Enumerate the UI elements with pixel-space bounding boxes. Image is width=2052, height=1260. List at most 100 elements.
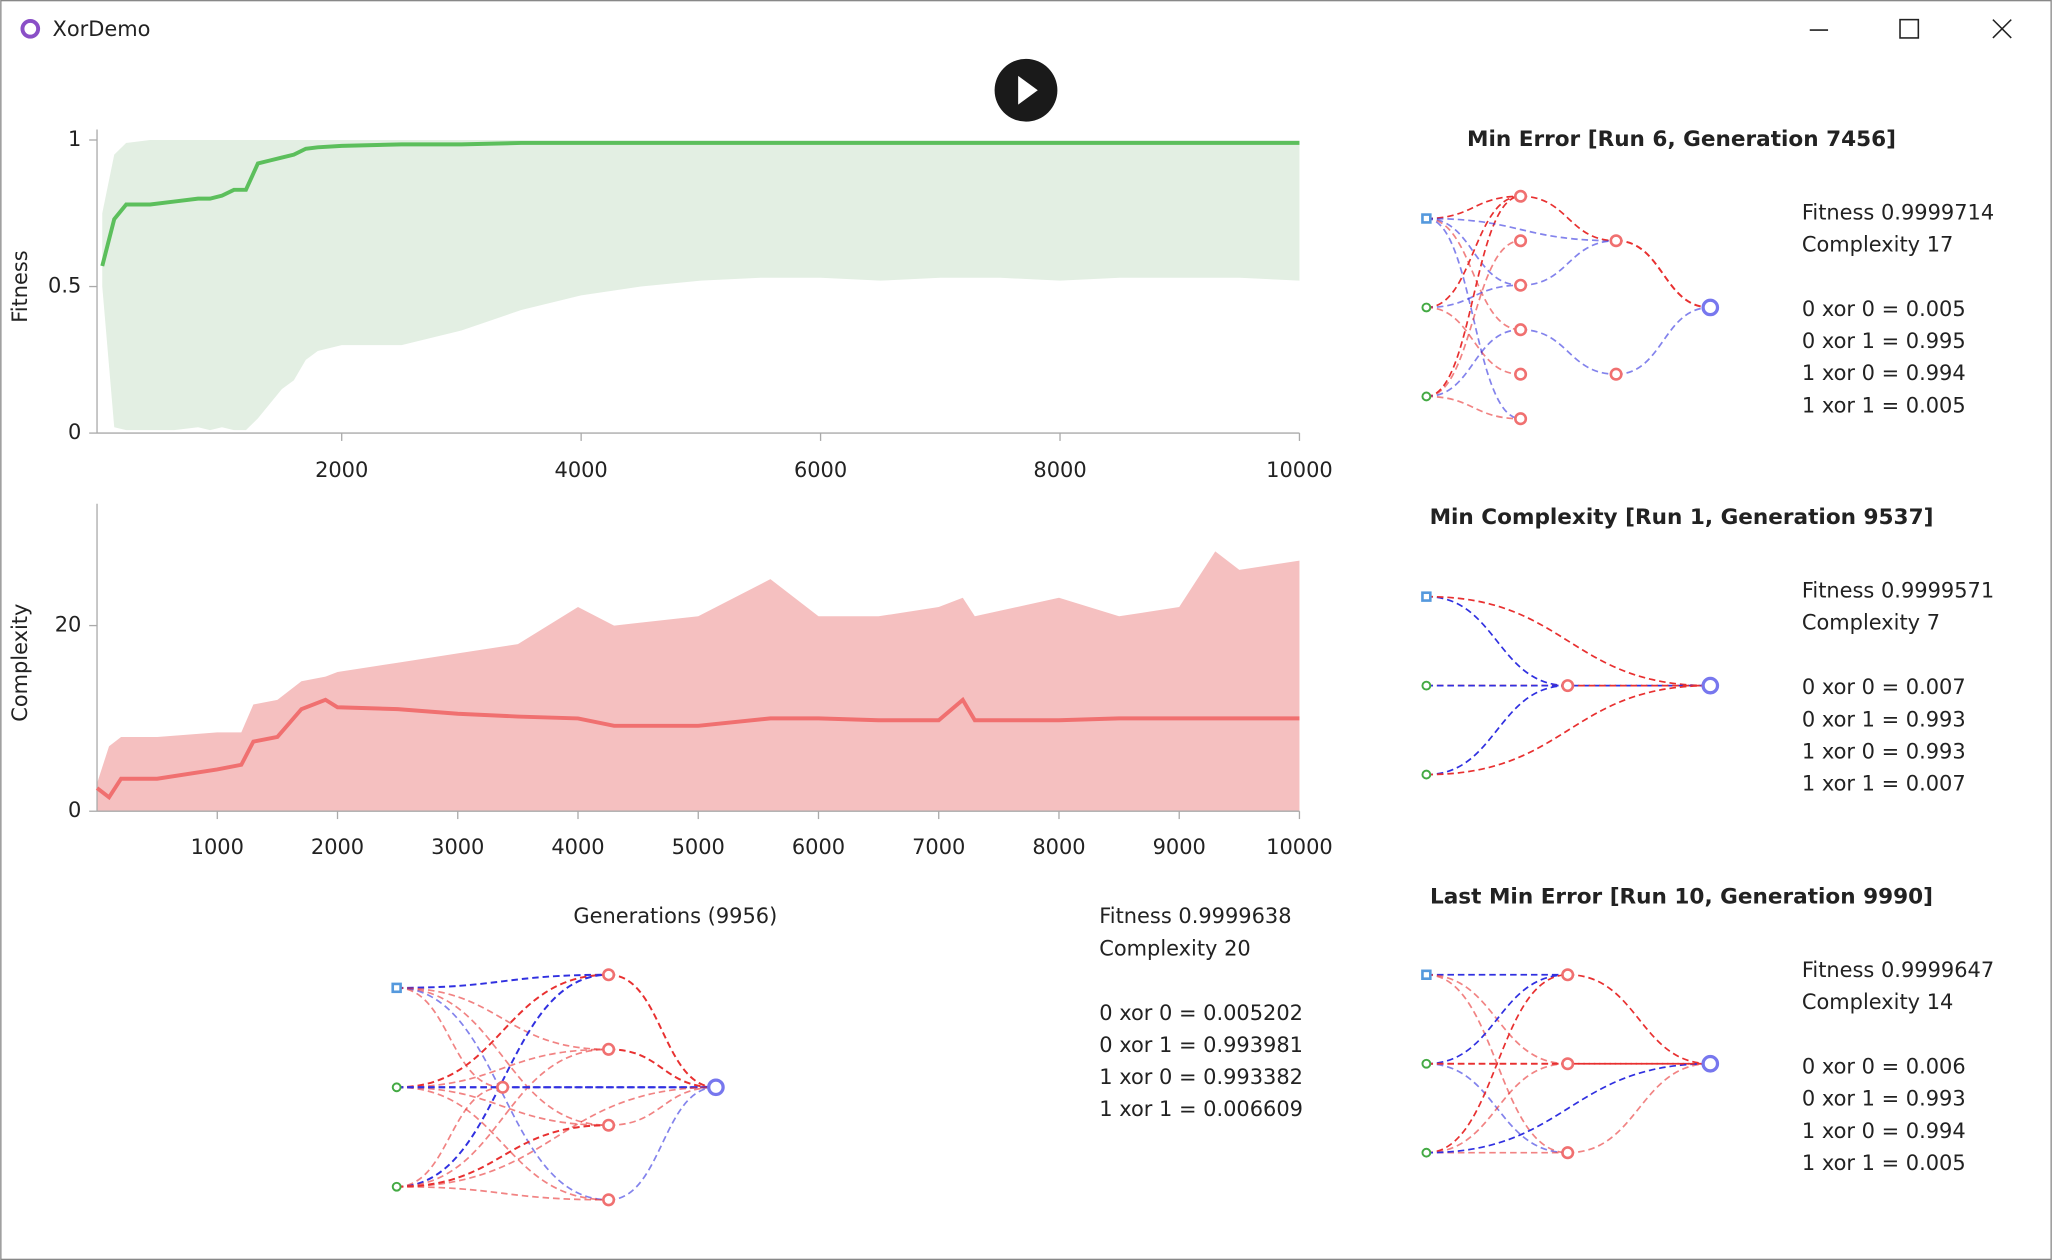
network-edge	[396, 1048, 609, 1089]
network-edge	[1426, 195, 1521, 220]
network-edge	[608, 1086, 716, 1127]
hidden-node	[602, 968, 616, 982]
hidden-node	[602, 1193, 616, 1207]
y-tick-label: 20	[55, 613, 82, 637]
mean-line	[95, 696, 1300, 801]
x-tick-label: 3000	[431, 835, 484, 859]
xor-output: 0 xor 1 = 0.993981	[1099, 1033, 1303, 1057]
network-edge	[396, 987, 503, 1089]
hidden-node	[1561, 1057, 1575, 1071]
hidden-node	[1514, 234, 1528, 248]
window-title: XorDemo	[53, 17, 151, 41]
network-edge	[1426, 595, 1568, 687]
network-edge	[1426, 306, 1521, 376]
network-edge	[396, 973, 609, 1089]
x-tick-label: 10000	[1266, 835, 1333, 859]
x-tick-label: 5000	[672, 835, 725, 859]
network-edge	[396, 1086, 503, 1188]
network-edge	[396, 1086, 609, 1201]
network-edge	[1426, 284, 1521, 309]
hidden-node	[1514, 323, 1528, 337]
y-axis-label: Fitness	[8, 250, 32, 322]
network-edge	[1426, 684, 1711, 776]
network-edge	[1520, 239, 1617, 287]
stat-line: Fitness 0.9999647	[1802, 958, 1994, 982]
app-icon	[20, 18, 41, 39]
maximize-button[interactable]	[1899, 18, 1920, 39]
network-edge	[1426, 217, 1521, 287]
hidden-node	[1514, 189, 1528, 203]
network-edge	[1426, 195, 1521, 398]
input-node	[1421, 391, 1432, 402]
stat-line: Complexity 7	[1802, 610, 1940, 634]
stat-line: Complexity 14	[1802, 990, 1953, 1014]
x-tick-label: 6000	[794, 458, 847, 482]
network-edge	[1426, 1062, 1568, 1154]
network-edge	[1426, 395, 1521, 420]
network-edge	[1426, 328, 1521, 398]
network-edge	[1520, 328, 1617, 376]
network-edge	[1426, 973, 1568, 1154]
network-edge	[1567, 973, 1711, 1065]
input-node	[1421, 969, 1432, 980]
input-node	[391, 1181, 402, 1192]
xor-output: 1 xor 0 = 0.993	[1802, 739, 1966, 763]
x-axis-label: Generations (9956)	[573, 904, 777, 928]
network-edge	[608, 1048, 716, 1089]
input-node	[1421, 680, 1432, 691]
xor-output: 0 xor 0 = 0.005	[1802, 297, 1966, 321]
xor-output: 0 xor 0 = 0.005202	[1099, 1001, 1303, 1025]
xor-output: 1 xor 1 = 0.006609	[1099, 1097, 1303, 1121]
xor-output: 1 xor 0 = 0.994	[1802, 1119, 1966, 1143]
network-edge	[1616, 239, 1711, 309]
network-edge	[1616, 306, 1711, 376]
network-edge	[396, 973, 609, 989]
stat-line: Complexity 17	[1802, 232, 1953, 256]
network-edge	[1426, 195, 1521, 309]
hidden-node	[1609, 234, 1623, 248]
hidden-node	[1609, 367, 1623, 381]
xor-output: 0 xor 1 = 0.995	[1802, 329, 1966, 353]
input-node	[1421, 769, 1432, 780]
output-node	[1701, 676, 1720, 695]
networks	[391, 189, 1720, 1207]
stat-line: Fitness 0.9999714	[1802, 200, 1994, 224]
hidden-node	[1561, 679, 1575, 693]
x-tick-label: 8000	[1033, 458, 1086, 482]
range-band	[102, 140, 1300, 431]
xor-output: 1 xor 1 = 0.007	[1802, 771, 1966, 795]
xor-output: 0 xor 1 = 0.993	[1802, 707, 1966, 731]
hidden-node	[1514, 278, 1528, 292]
xor-output: 1 xor 0 = 0.993382	[1099, 1065, 1303, 1089]
output-node	[1701, 298, 1720, 317]
input-node	[1421, 302, 1432, 313]
network-edge	[1426, 217, 1617, 242]
network-edge	[396, 987, 609, 1127]
y-tick-label: 0.5	[48, 274, 81, 298]
output-node	[707, 1078, 725, 1097]
output-node	[1701, 1054, 1720, 1073]
xor-output: 0 xor 1 = 0.993	[1802, 1087, 1966, 1111]
play-icon[interactable]	[1018, 75, 1038, 105]
hidden-node	[1514, 367, 1528, 381]
y-tick-label: 1	[68, 127, 81, 151]
network-edge	[396, 1048, 609, 1188]
network-edge	[1426, 684, 1568, 776]
close-button[interactable]	[1992, 19, 2012, 39]
panel-title: Last Min Error [Run 10, Generation 9990]	[1430, 885, 1933, 910]
y-tick-label: 0	[68, 420, 81, 444]
input-node	[391, 1082, 402, 1093]
stat-line: Fitness 0.9999571	[1802, 578, 1994, 602]
xor-output: 0 xor 0 = 0.007	[1802, 675, 1966, 699]
xor-output: 1 xor 0 = 0.994	[1802, 361, 1966, 385]
network-edge	[396, 1086, 716, 1188]
x-tick-label: 10000	[1266, 458, 1333, 482]
hidden-node	[496, 1080, 510, 1094]
play-button[interactable]	[994, 58, 1058, 122]
hidden-node	[1561, 968, 1575, 982]
x-tick-label: 8000	[1032, 835, 1085, 859]
network-edge	[1426, 595, 1711, 687]
network-edge	[1426, 239, 1521, 398]
mean-line	[100, 140, 1300, 267]
hidden-node	[602, 1118, 616, 1132]
